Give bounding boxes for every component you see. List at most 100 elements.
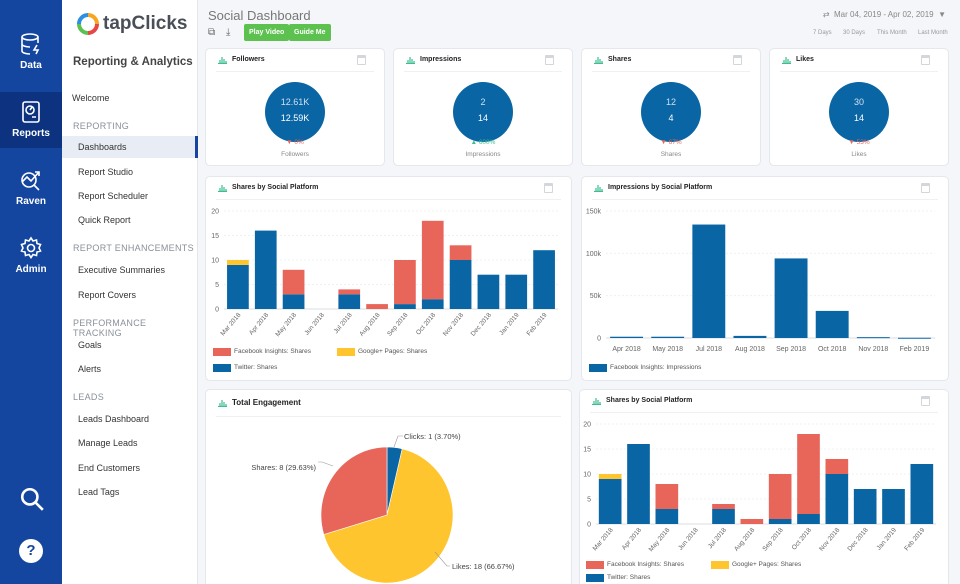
- nav-item-report-covers[interactable]: Report Covers: [78, 290, 137, 300]
- y-tick-label: 0: [597, 336, 601, 343]
- bar-jul-2018[interactable]: [712, 509, 735, 524]
- legend-impressions[interactable]: Facebook Insights: Impressions: [589, 364, 701, 372]
- label-leader: [434, 551, 450, 567]
- x-tick-label: Mar 2018: [592, 526, 615, 552]
- help-icon[interactable]: ?: [19, 539, 43, 563]
- copy-icon[interactable]: ⧉: [208, 27, 216, 38]
- legend-google[interactable]: Google+ Pages: Shares: [337, 348, 427, 356]
- bar-nov-2018[interactable]: [449, 260, 472, 309]
- bar-oct-2018[interactable]: [815, 310, 849, 338]
- bar-oct-2018[interactable]: [797, 434, 820, 514]
- calendar-icon[interactable]: [357, 55, 366, 65]
- legend-facebook-2[interactable]: Facebook Insights: Shares: [586, 561, 684, 569]
- nav-item-report-studio[interactable]: Report Studio: [78, 167, 134, 177]
- tapclicks-logo: tapClicks: [76, 12, 187, 36]
- bar-jul-2018[interactable]: [338, 294, 361, 309]
- legend-google-2[interactable]: Google+ Pages: Shares: [711, 561, 801, 569]
- bar-oct-2018[interactable]: [797, 514, 820, 524]
- nav-item-dashboards[interactable]: Dashboards: [62, 136, 198, 158]
- x-tick-label: Feb 2019: [900, 346, 930, 353]
- nav-item-goals[interactable]: Goals: [78, 340, 102, 350]
- nav-item-executive-summaries[interactable]: Executive Summaries: [78, 265, 166, 275]
- guide-me-button[interactable]: Guide Me: [289, 24, 331, 41]
- bar-may-2018[interactable]: [655, 509, 679, 524]
- calendar-icon[interactable]: [733, 55, 742, 65]
- bar-jan-2019[interactable]: [505, 274, 528, 309]
- x-tick-label: Apr 2018: [621, 526, 644, 551]
- nav-item-end-customers[interactable]: End Customers: [78, 463, 141, 473]
- bar-nov-2018[interactable]: [825, 474, 849, 524]
- play-video-button[interactable]: Play Video: [244, 24, 290, 41]
- arrow-down-icon: ▼: [286, 139, 293, 146]
- bar-mar-2018[interactable]: [227, 264, 249, 309]
- bar-sep-2018[interactable]: [768, 519, 792, 524]
- bar-feb-2019[interactable]: [897, 337, 931, 339]
- bar-jan-2019[interactable]: [882, 489, 905, 524]
- bar-may-2018[interactable]: [282, 294, 305, 309]
- calendar-icon[interactable]: [544, 183, 553, 193]
- nav-item-manage-leads[interactable]: Manage Leads: [78, 438, 138, 448]
- bar-jul-2018[interactable]: [712, 504, 735, 509]
- bar-may-2018[interactable]: [655, 484, 679, 509]
- bar-sep-2018[interactable]: [394, 260, 416, 305]
- nav-item-quick-report[interactable]: Quick Report: [78, 215, 131, 225]
- bar-aug-2018[interactable]: [740, 519, 764, 524]
- bar-mar-2018[interactable]: [227, 260, 249, 265]
- bar-may-2018[interactable]: [651, 336, 685, 338]
- calendar-icon[interactable]: [921, 55, 930, 65]
- pie-slice-likes[interactable]: [323, 448, 454, 584]
- download-icon[interactable]: ⤓: [226, 27, 231, 38]
- bar-feb-2019[interactable]: [910, 464, 934, 524]
- nav-item-report-scheduler[interactable]: Report Scheduler: [78, 191, 149, 201]
- bar-nov-2018[interactable]: [449, 245, 472, 260]
- bar-sep-2018[interactable]: [768, 474, 792, 519]
- range-7-days[interactable]: 7 Days: [813, 30, 832, 36]
- rail-item-data[interactable]: Data: [0, 24, 62, 80]
- calendar-icon[interactable]: [545, 55, 554, 65]
- bar-jul-2018[interactable]: [692, 224, 726, 338]
- y-tick-label: 10: [211, 258, 219, 265]
- nav-section-reporting: REPORTING: [73, 121, 130, 131]
- range-this-month[interactable]: This Month: [877, 30, 907, 36]
- nav-section-performance-tracking: PERFORMANCE TRACKING: [73, 318, 147, 338]
- bar-mar-2018[interactable]: [598, 479, 622, 524]
- bar-mar-2018[interactable]: [598, 474, 622, 479]
- bar-oct-2018[interactable]: [421, 220, 444, 300]
- legend-twitter[interactable]: Twitter: Shares: [213, 364, 277, 372]
- bar-dec-2018[interactable]: [477, 274, 500, 309]
- nav-item-leads-dashboard[interactable]: Leads Dashboard: [78, 414, 150, 424]
- bar-oct-2018[interactable]: [421, 299, 444, 309]
- nav-item-welcome[interactable]: Welcome: [72, 93, 110, 103]
- nav-item-alerts[interactable]: Alerts: [78, 364, 102, 374]
- label-leader: [393, 435, 403, 448]
- bar-apr-2018[interactable]: [627, 444, 650, 524]
- bar-sep-2018[interactable]: [394, 304, 416, 309]
- calendar-icon[interactable]: [921, 183, 930, 193]
- legend-twitter-2[interactable]: Twitter: Shares: [586, 574, 650, 582]
- rail-item-reports[interactable]: Reports: [0, 92, 62, 148]
- bar-apr-2018[interactable]: [610, 336, 644, 338]
- bar-sep-2018[interactable]: [774, 258, 808, 338]
- legend-facebook[interactable]: Facebook Insights: Shares: [213, 348, 311, 356]
- bar-dec-2018[interactable]: [853, 489, 877, 524]
- bar-jul-2018[interactable]: [338, 289, 361, 295]
- range-last-month[interactable]: Last Month: [918, 30, 948, 36]
- nav-item-lead-tags[interactable]: Lead Tags: [78, 487, 120, 497]
- rail-item-admin[interactable]: Admin: [0, 228, 62, 284]
- search-icon[interactable]: [19, 486, 45, 512]
- bar-aug-2018[interactable]: [733, 335, 767, 338]
- bar-may-2018[interactable]: [282, 269, 305, 295]
- filter-icon[interactable]: ▼: [938, 10, 946, 19]
- rail-item-raven[interactable]: Raven: [0, 160, 62, 216]
- bar-nov-2018[interactable]: [825, 459, 849, 474]
- date-range-picker[interactable]: ⇄ Mar 04, 2019 - Apr 02, 2019 ▼: [822, 10, 946, 19]
- arrow-down-icon: ▼: [848, 139, 855, 146]
- bar-nov-2018[interactable]: [856, 337, 890, 339]
- range-30-days[interactable]: 30 Days: [843, 30, 866, 36]
- calendar-icon[interactable]: [921, 396, 930, 406]
- y-tick-label: 10: [583, 472, 591, 479]
- pie-slice-shares[interactable]: [320, 446, 388, 535]
- bar-apr-2018[interactable]: [254, 230, 277, 309]
- bar-aug-2018[interactable]: [366, 304, 388, 309]
- bar-feb-2019[interactable]: [533, 250, 555, 309]
